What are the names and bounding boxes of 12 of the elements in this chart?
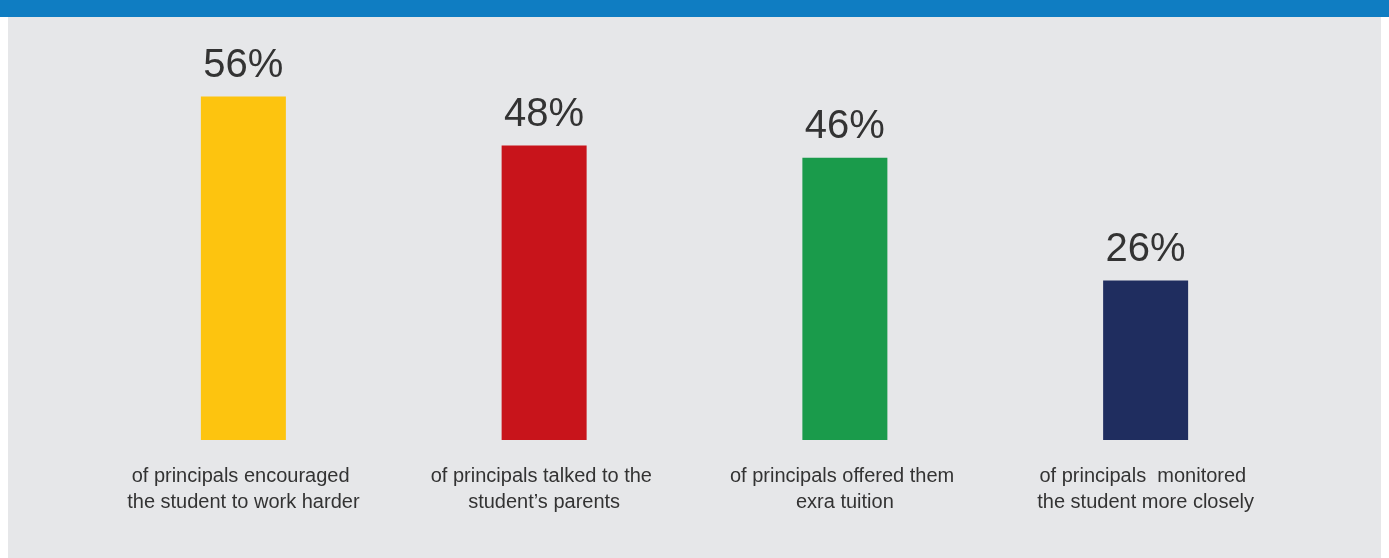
data-label: 26% (1105, 224, 1186, 269)
x-tick-label: of principals encouraged the student to work harder (127, 464, 360, 512)
data-label: 46% (804, 101, 885, 146)
data-label: 56% (203, 40, 284, 85)
bar (501, 145, 587, 440)
bar (200, 96, 286, 440)
data-label: 48% (504, 89, 585, 134)
x-tick-label: of principals offered them exra tuition (729, 464, 960, 512)
bar (802, 157, 888, 440)
bar (1103, 280, 1189, 440)
x-tick-label: of principals monitored the student more closely (1037, 464, 1255, 512)
x-tick-label: of principals talked to the student’s parents (430, 464, 658, 512)
